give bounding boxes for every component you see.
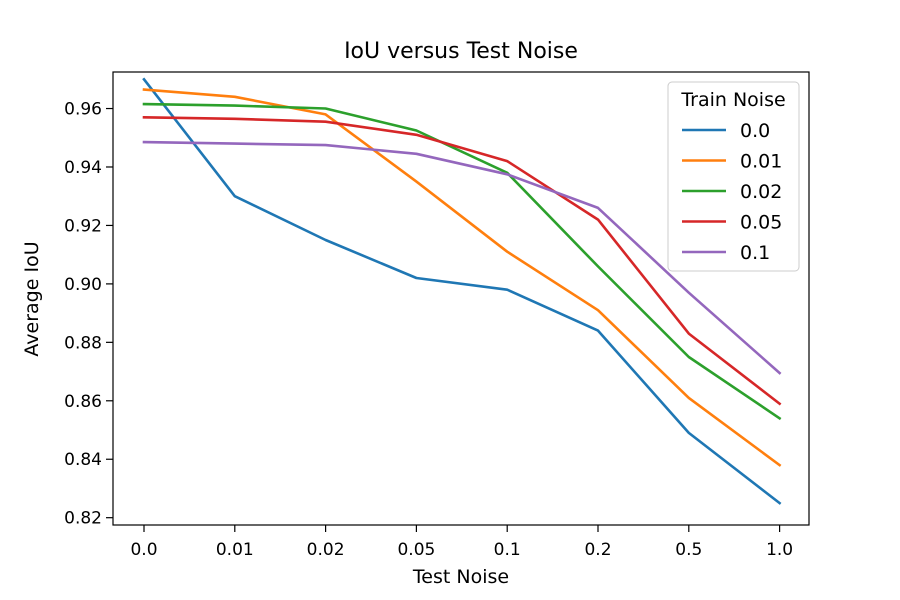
x-tick-label: 0.02 [307,540,345,560]
chart-title: IoU versus Test Noise [344,39,578,64]
x-tick-label: 0.2 [584,540,611,560]
x-tick-label: 0.01 [216,540,254,560]
legend-label: 0.1 [740,242,770,264]
x-tick-label: 0.0 [130,540,157,560]
series-line-0-0 [142,77,782,505]
x-tick-label: 0.1 [494,540,521,560]
legend-title: Train Noise [680,89,785,111]
legend: Train Noise 0.0 0.01 0.02 0.05 0.1 [667,81,800,272]
y-tick-label: 0.86 [64,392,102,412]
x-axis-label: Test Noise [412,566,509,588]
x-tick-label: 1.0 [766,540,793,560]
x-tick-label: 0.5 [675,540,702,560]
y-tick-label: 0.94 [64,158,102,178]
series-line-0-02 [142,102,782,421]
plot-frame [112,71,810,526]
y-tick-label: 0.90 [64,275,102,295]
x-tick-label: 0.05 [397,540,435,560]
series-line-0-1 [142,140,782,375]
legend-label: 0.0 [740,120,770,142]
y-axis: 0.82 0.84 0.86 0.88 0.90 0.92 0.94 0.96 [64,100,113,529]
legend-label: 0.05 [740,212,782,234]
y-axis-label: Average IoU [21,241,43,356]
series-layer [142,77,782,505]
y-tick-label: 0.96 [64,100,102,120]
series-line-0-05 [142,115,782,406]
legend-label: 0.01 [740,151,782,173]
y-tick-label: 0.88 [64,333,102,353]
y-tick-label: 0.82 [64,509,102,529]
x-axis: 0.0 0.01 0.02 0.05 0.1 0.2 0.5 1.0 [130,525,793,560]
legend-entries: 0.0 0.01 0.02 0.05 0.1 [682,120,782,264]
legend-label: 0.02 [740,181,782,203]
y-tick-label: 0.92 [64,216,102,236]
y-tick-label: 0.84 [64,450,102,470]
series-line-0-01 [142,88,782,467]
